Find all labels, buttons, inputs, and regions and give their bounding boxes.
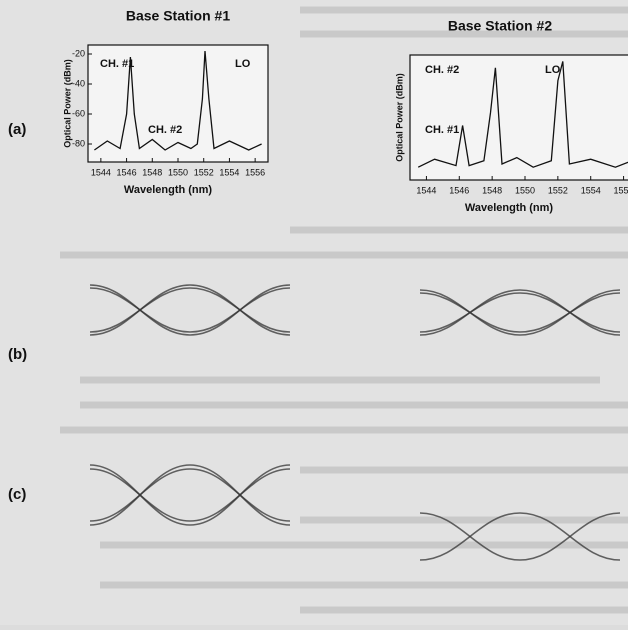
x-tick-label: 1556	[245, 167, 265, 177]
chart-title: Base Station #1	[126, 8, 230, 24]
annotation: CH. #1	[100, 58, 134, 70]
annotation: CH. #2	[148, 124, 182, 136]
x-tick-label: 1546	[449, 185, 469, 195]
x-tick-label: 1554	[219, 167, 239, 177]
x-tick-label: 1550	[515, 185, 535, 195]
x-tick-label: 1552	[194, 167, 214, 177]
panel-label: (b)	[8, 346, 27, 363]
x-tick-label: 1548	[142, 167, 162, 177]
x-tick-label: 1544	[91, 167, 111, 177]
y-tick-label: -20	[72, 48, 85, 58]
panel-label: (a)	[8, 121, 26, 138]
annotation: CH. #1	[425, 124, 459, 136]
y-tick-label: -80	[72, 138, 85, 148]
x-tick-label: 1556	[614, 185, 628, 195]
y-axis-label: Optical Power (dBm)	[394, 73, 404, 162]
chart-title: Base Station #2	[448, 18, 552, 34]
y-tick-label: -60	[72, 108, 85, 118]
x-tick-label: 1550	[168, 167, 188, 177]
x-tick-label: 1548	[482, 185, 502, 195]
page: (a) (b) (c) Base Station #1 Wavelength (n…	[0, 0, 628, 625]
annotation: LO	[545, 64, 561, 76]
x-tick-label: 1552	[548, 185, 568, 195]
x-axis-label: Wavelength (nm)	[124, 184, 213, 196]
x-tick-label: 1554	[581, 185, 601, 195]
annotation: LO	[235, 58, 251, 70]
y-tick-label: -40	[72, 78, 85, 88]
x-tick-label: 1546	[117, 167, 137, 177]
x-tick-label: 1544	[416, 185, 436, 195]
annotation: CH. #2	[425, 64, 459, 76]
x-axis-label: Wavelength (nm)	[465, 202, 554, 214]
y-axis-label: Optical Power (dBm)	[62, 59, 72, 148]
panel-label: (c)	[8, 486, 26, 503]
